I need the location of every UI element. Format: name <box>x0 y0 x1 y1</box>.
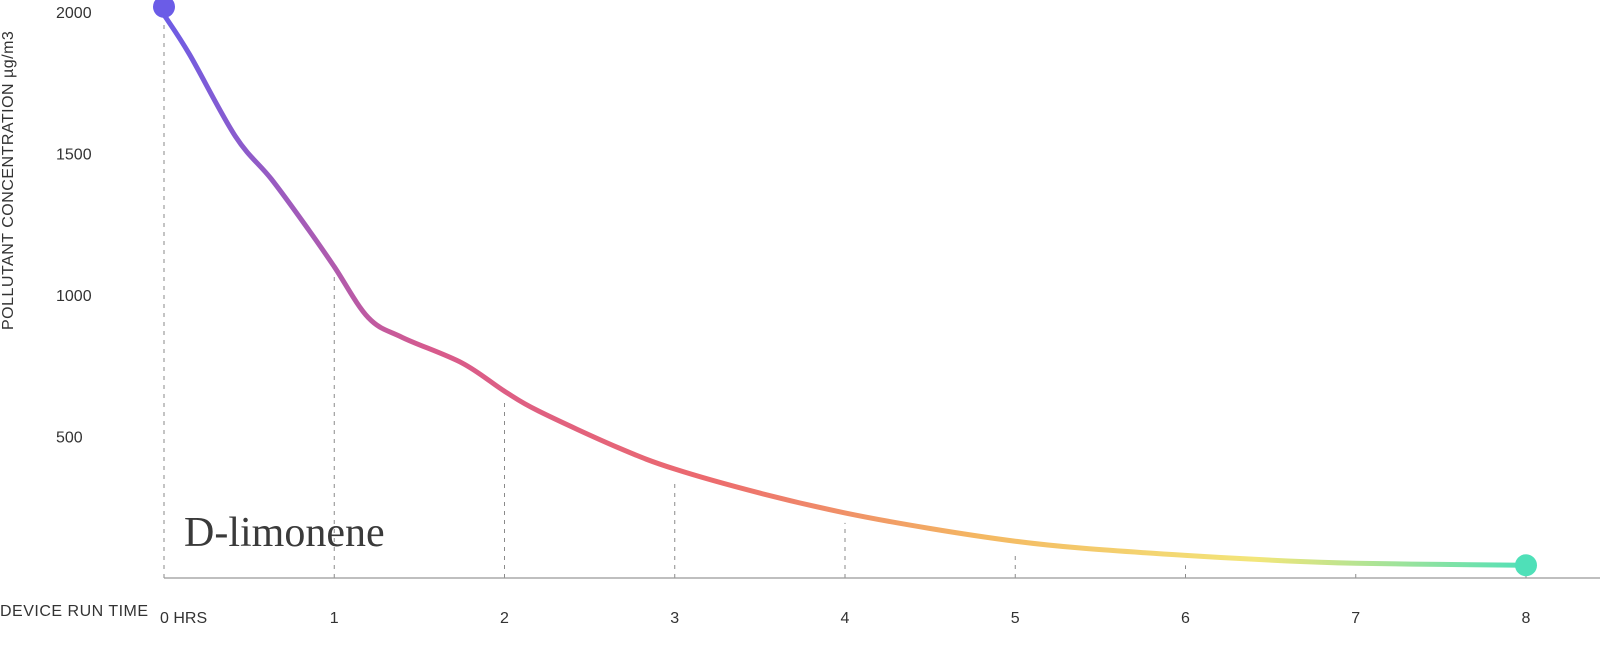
series-line <box>161 12 1529 568</box>
y-tick-label-500: 500 <box>56 430 83 447</box>
y-tick-label-1500: 1500 <box>56 147 92 164</box>
x-tick-label-2: 2 <box>500 610 509 627</box>
x-tick-label-1: 1 <box>330 610 339 627</box>
grid-layer <box>163 24 1527 578</box>
x-tick-label-4: 4 <box>841 610 850 627</box>
y-axis-title: POLLUTANT CONCENTRATION µg/m3 <box>0 31 17 330</box>
x-tick-label-7: 7 <box>1351 610 1360 627</box>
x-tick-label-3: 3 <box>670 610 679 627</box>
start-point-marker <box>153 0 175 18</box>
y-tick-label-2000: 2000 <box>56 5 92 22</box>
y-tick-label-1000: 1000 <box>56 288 92 305</box>
y-tick-layer: 500 1000 1500 2000 <box>56 5 92 447</box>
x-tick-label-5: 5 <box>1011 610 1020 627</box>
x-tick-label-8: 8 <box>1522 610 1531 627</box>
x-axis-title: DEVICE RUN TIME <box>0 603 149 620</box>
end-point-marker <box>1515 554 1537 577</box>
series-label: D-limonene <box>184 510 385 556</box>
x-tick-layer: 0 HRS 1 2 3 4 5 6 7 8 <box>160 610 1531 627</box>
x-tick-label-0: 0 HRS <box>160 610 207 627</box>
x-tick-label-6: 6 <box>1181 610 1190 627</box>
